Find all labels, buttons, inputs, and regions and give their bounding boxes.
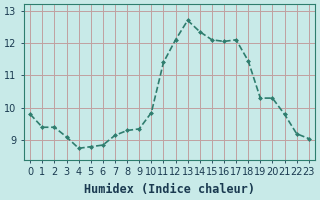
X-axis label: Humidex (Indice chaleur): Humidex (Indice chaleur) bbox=[84, 183, 255, 196]
